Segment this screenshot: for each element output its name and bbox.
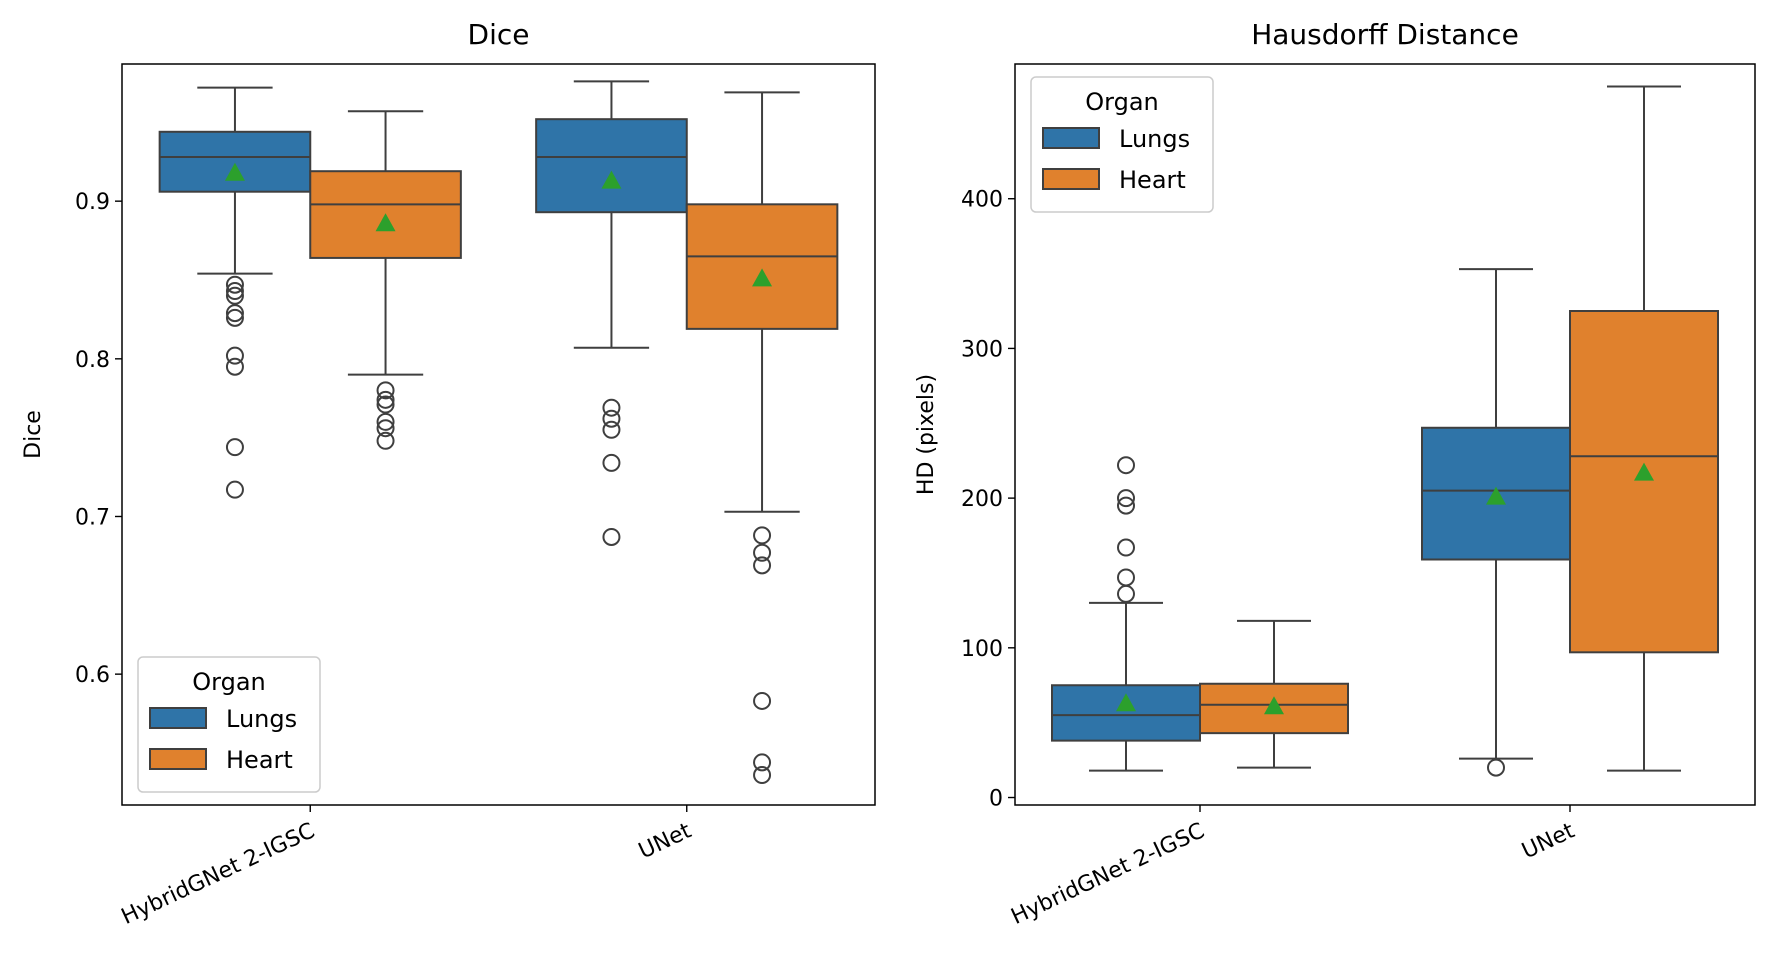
outlier-point xyxy=(225,286,244,305)
mean-marker xyxy=(224,162,245,181)
outlier-point xyxy=(602,453,621,472)
outlier-point xyxy=(225,346,244,365)
x-tick-label: HybridGNet 2-IGSC xyxy=(118,818,319,929)
outlier-point xyxy=(225,480,244,499)
y-tick-label: 100 xyxy=(961,637,1003,662)
outlier-point xyxy=(602,398,621,417)
box-heart-0 xyxy=(1199,619,1349,769)
outlier-point xyxy=(753,543,772,562)
mean-marker xyxy=(752,268,773,287)
y-tick-label: 400 xyxy=(961,188,1003,213)
box-lungs-1 xyxy=(1421,268,1571,777)
outlier-point xyxy=(225,282,244,301)
outlier-point xyxy=(753,753,772,772)
plot-frame xyxy=(121,63,876,806)
chart-panel-1: Hausdorff Distance HD (pixels) 0 100 200 300 4… xyxy=(914,18,1756,930)
box-body xyxy=(158,130,312,193)
outlier-point xyxy=(1117,584,1135,603)
legend-title: Organ xyxy=(1085,88,1159,116)
box-heart-0 xyxy=(309,110,462,450)
chart-panel-0: Dice Dice 0.6 0.7 0.8 0.9 HybridGNet 2-IGSC UNe… xyxy=(21,18,876,930)
legend-label-heart: Heart xyxy=(1119,166,1186,194)
y-tick-label: 0 xyxy=(989,787,1003,812)
outlier-point xyxy=(602,420,621,439)
box-body xyxy=(685,203,839,330)
legend-swatch-heart xyxy=(1042,168,1100,190)
box-lungs-0 xyxy=(158,86,312,499)
outlier-point xyxy=(1117,538,1135,557)
outlier-point xyxy=(1117,496,1135,515)
chart-title: Hausdorff Distance xyxy=(1251,18,1519,51)
outlier-point xyxy=(376,431,395,450)
outlier-point xyxy=(225,275,244,294)
legend: Organ Lungs Heart xyxy=(1030,76,1214,213)
legend-label-lungs: Lungs xyxy=(226,705,297,733)
x-tick-label: HybridGNet 2-IGSC xyxy=(1007,818,1208,929)
legend-label-heart: Heart xyxy=(226,746,293,774)
outlier-point xyxy=(1117,489,1135,508)
legend-title: Organ xyxy=(192,668,266,696)
y-axis-label: HD (pixels) xyxy=(914,374,939,495)
outlier-point xyxy=(225,357,244,376)
y-tick-label: 0.6 xyxy=(75,663,110,688)
outlier-point xyxy=(225,304,244,323)
outlier-point xyxy=(225,438,244,457)
box-lungs-0 xyxy=(1051,456,1201,772)
mean-marker xyxy=(1264,696,1284,715)
box-body xyxy=(535,118,688,214)
outlier-point xyxy=(1117,456,1135,475)
outlier-point xyxy=(1117,568,1135,587)
legend-swatch-lungs xyxy=(1042,127,1100,149)
outlier-point xyxy=(753,766,772,785)
box-body xyxy=(309,170,462,259)
outlier-point xyxy=(376,395,395,414)
box-heart-1 xyxy=(685,91,839,785)
outlier-point xyxy=(1487,758,1505,777)
chart-title: Dice xyxy=(468,18,530,51)
outlier-point xyxy=(376,390,395,409)
outlier-point xyxy=(753,556,772,575)
box-body xyxy=(1569,310,1719,654)
outlier-point xyxy=(225,308,244,327)
y-tick-label: 0.7 xyxy=(75,505,110,530)
mean-marker xyxy=(1116,693,1136,712)
outlier-point xyxy=(602,527,621,546)
outlier-point xyxy=(602,409,621,428)
box-heart-1 xyxy=(1569,85,1719,772)
plot-frame xyxy=(1014,63,1756,806)
mean-marker xyxy=(601,170,622,189)
x-tick-label: UNet xyxy=(635,818,695,864)
outlier-point xyxy=(753,691,772,710)
legend-label-lungs: Lungs xyxy=(1119,125,1190,153)
mean-marker xyxy=(1486,486,1506,505)
mean-marker xyxy=(375,213,396,232)
legend: Organ Lungs Heart xyxy=(137,656,321,793)
x-tick-label: UNet xyxy=(1518,818,1578,864)
y-tick-label: 300 xyxy=(961,337,1003,362)
mean-marker xyxy=(1634,462,1654,481)
outlier-point xyxy=(376,412,395,431)
box-lungs-1 xyxy=(535,80,688,546)
outlier-point xyxy=(376,381,395,400)
y-axis-label: Dice xyxy=(21,410,46,459)
outlier-point xyxy=(376,419,395,438)
y-tick-label: 200 xyxy=(961,487,1003,512)
outlier-point xyxy=(753,526,772,545)
y-tick-label: 0.9 xyxy=(75,190,110,215)
legend-swatch-heart xyxy=(149,748,207,770)
legend-swatch-lungs xyxy=(149,707,207,729)
y-tick-label: 0.8 xyxy=(75,348,110,373)
